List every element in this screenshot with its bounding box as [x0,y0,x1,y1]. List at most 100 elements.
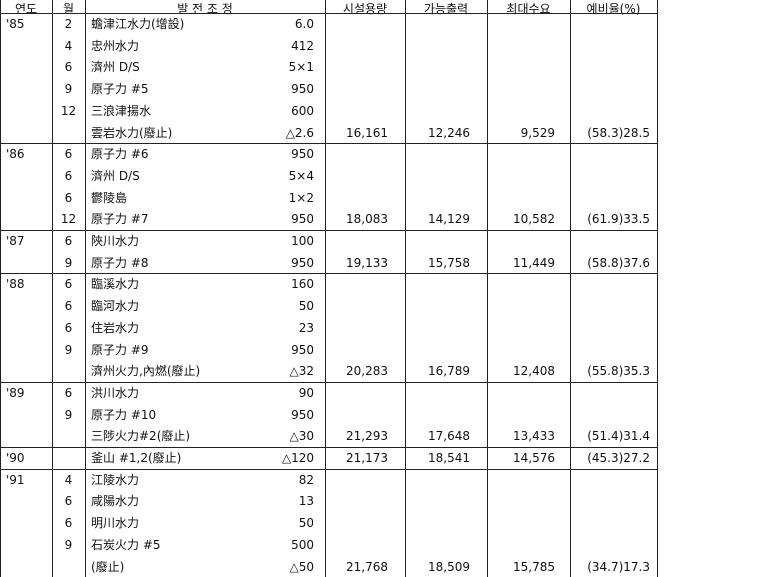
item-cell: 江陵水力 [91,472,140,487]
month-cell: 6 [64,299,73,314]
total-cell: (51.4)31.4 [587,429,650,444]
capacity-cell: 160 [291,277,314,292]
header-cell: 최대수요 [506,2,551,16]
group-rule [0,230,657,231]
column-rule [405,0,406,577]
item-cell: 原子力 #6 [91,147,149,162]
year-cell: '88 [6,277,25,292]
month-cell: 9 [64,82,73,97]
month-cell: 6 [64,494,73,509]
item-cell: 咸陽水力 [91,494,140,509]
capacity-cell: 950 [291,82,314,97]
total-cell: 12,246 [428,125,470,140]
month-cell: 9 [64,537,73,552]
capacity-cell: △120 [281,451,314,465]
capacity-cell: 82 [298,472,314,487]
month-cell: 12 [60,103,77,118]
capacity-cell: 950 [291,255,314,270]
item-cell: 鬱陵島 [91,190,128,205]
item-cell: 臨溪水力 [91,277,140,292]
month-cell: 6 [64,234,73,248]
item-cell: 三浪津揚水 [91,103,152,118]
item-cell: 明川水力 [91,516,140,531]
total-cell: 15,785 [513,559,555,574]
column-rule [487,0,488,577]
header-cell: 가능출력 [423,2,469,16]
month-cell: 4 [64,38,73,53]
group-rule [0,143,657,144]
item-cell: 濟州火力,內燃(廢止) [91,364,201,379]
total-cell: (45.3)27.2 [587,451,650,465]
item-cell: 洪川水力 [91,385,140,400]
item-cell: 蟾津江水力(增設) [91,17,185,31]
year-cell: '86 [6,147,25,162]
capacity-cell: △32 [289,364,315,379]
capacity-cell: △30 [289,429,315,444]
month-cell: 6 [64,516,73,531]
item-cell: 原子力 #9 [91,342,149,357]
capacity-cell: 950 [291,147,314,162]
item-cell: 石炭火力 #5 [91,537,161,552]
total-cell: 14,576 [513,451,555,465]
month-cell: 6 [64,147,73,162]
item-cell: 原子力 #8 [91,255,149,270]
capacity-cell: 950 [291,212,314,227]
capacity-cell: 23 [298,320,314,335]
item-cell: 陜川水力 [91,234,140,248]
month-cell: 2 [64,17,73,31]
month-cell: 6 [64,320,73,335]
total-cell: (55.8)35.3 [587,364,650,379]
header-rule [0,13,657,14]
item-cell: 雲岩水力(廢止) [91,125,173,140]
year-cell: '85 [6,17,25,31]
month-cell: 9 [64,255,73,270]
header-cell: 월 [62,2,75,16]
capacity-cell: 5×4 [288,168,314,183]
header-cell: 시설용량 [342,2,388,16]
total-cell: 16,789 [428,364,470,379]
item-cell: 原子力 #5 [91,82,149,97]
capacity-cell: 13 [298,494,314,509]
column-rule [0,0,1,577]
column-rule [52,0,53,577]
total-cell: (58.3)28.5 [587,125,650,140]
total-cell: (34.7)17.3 [587,559,650,574]
total-cell: 16,161 [346,125,388,140]
item-cell: 原子力 #7 [91,212,149,227]
item-cell: (廢止) [91,559,125,574]
item-cell: 濟州 D/S [91,60,140,75]
month-cell: 6 [64,385,73,400]
group-rule [0,447,657,448]
total-cell: 18,083 [346,212,388,227]
capacity-cell: △50 [289,559,315,574]
total-cell: 21,173 [346,451,388,465]
total-cell: 11,449 [513,255,555,270]
capacity-cell: 5×1 [288,60,314,75]
item-cell: 濟州 D/S [91,168,140,183]
month-cell: 6 [64,60,73,75]
item-cell: 臨河水力 [91,299,140,314]
total-cell: 18,541 [428,451,470,465]
item-cell: 住岩水力 [91,320,140,335]
capacity-cell: 6.0 [294,17,314,31]
capacity-cell: 412 [291,38,314,53]
year-cell: '87 [6,234,25,248]
year-cell: '90 [6,451,25,465]
total-cell: 21,293 [346,429,388,444]
month-cell: 6 [64,190,73,205]
total-cell: 15,758 [428,255,470,270]
total-cell: 13,433 [513,429,555,444]
month-cell: 9 [64,342,73,357]
year-cell: '89 [6,385,25,400]
capacity-cell: 600 [291,103,314,118]
month-cell: 4 [64,472,73,487]
month-cell: 12 [60,212,77,227]
total-cell: 21,768 [346,559,388,574]
capacity-cell: 90 [298,385,314,400]
capacity-cell: 100 [291,234,314,248]
column-rule [570,0,571,577]
capacity-cell: 50 [298,299,314,314]
total-cell: 17,648 [428,429,470,444]
column-rule [325,0,326,577]
